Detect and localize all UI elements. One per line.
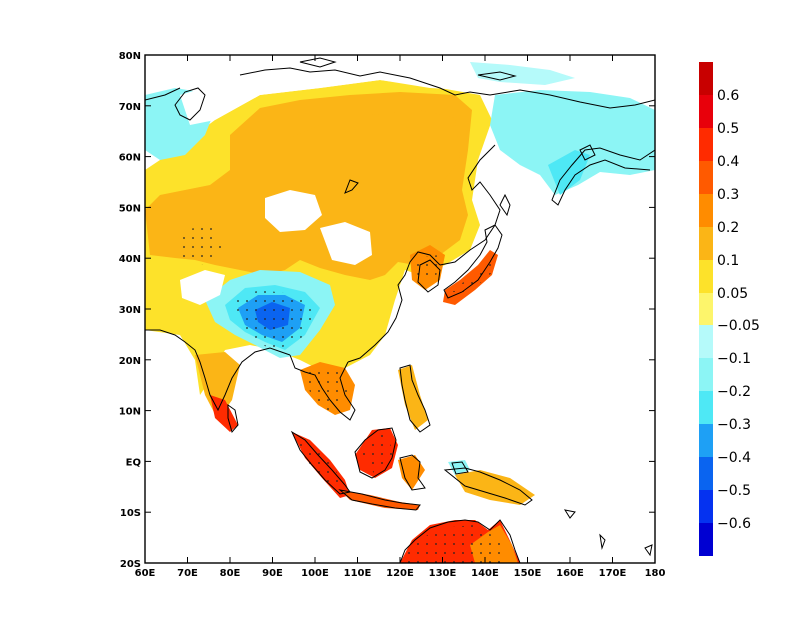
- stipple-korea: [415, 255, 440, 282]
- x-tick-label: 100E: [301, 568, 329, 579]
- colorbar-label: 0.3: [717, 187, 739, 203]
- stipple-tibet: [230, 290, 318, 350]
- x-axis: 60E 70E 80E 90E 100E 110E 120E 130E 140E 150E 160E…: [135, 55, 666, 579]
- colorbar-label: −0.4: [717, 450, 751, 466]
- x-tick-label: 110E: [344, 568, 372, 579]
- field-newguinea-orange: [455, 470, 535, 505]
- colorbar-label: −0.3: [717, 417, 751, 433]
- colorbar-label: −0.2: [717, 384, 751, 400]
- map-field: [145, 57, 655, 563]
- field-srilanka-red: [210, 395, 238, 432]
- colorbar-segment: [699, 358, 713, 391]
- colorbar-segment: [699, 260, 713, 293]
- colorbar-segment: [699, 391, 713, 424]
- field-java-red: [340, 490, 420, 510]
- field-png-cyan: [448, 460, 470, 475]
- colorbar-segment: [699, 523, 713, 556]
- stipple-maritime: [298, 440, 345, 490]
- y-tick-label: 10N: [119, 407, 141, 418]
- x-tick-label: 170E: [599, 568, 627, 579]
- y-tick-label: 80N: [119, 51, 141, 62]
- colorbar-segment: [699, 325, 713, 358]
- colorbar-label: 0.5: [717, 121, 739, 137]
- colorbar-segment: [699, 128, 713, 161]
- colorbar-segment: [699, 95, 713, 128]
- stipple-indochina: [305, 370, 350, 412]
- y-tick-label: 40N: [119, 254, 141, 265]
- y-tick-label: 60N: [119, 153, 141, 164]
- x-tick-label: 160E: [556, 568, 584, 579]
- colorbar-label: −0.05: [717, 318, 760, 334]
- y-axis: 80N 70N 60N 50N 40N 30N 20N 10N EQ 10S 20S: [119, 51, 655, 570]
- y-tick-label: 30N: [119, 305, 141, 316]
- x-tick-label: 120E: [386, 568, 414, 579]
- stipple-japan: [448, 258, 495, 292]
- y-tick-label: 20N: [119, 356, 141, 367]
- y-tick-label: 20S: [120, 559, 141, 570]
- colorbar: 0.6 0.5 0.4 0.3 0.2 0.1 0.05 −0.05 −0.1 −0.2 −0.3 −…: [699, 62, 760, 556]
- field-northchina-white: [320, 222, 372, 265]
- x-tick-label: 150E: [514, 568, 542, 579]
- colorbar-label: 0.05: [717, 286, 748, 302]
- colorbar-label: 0.2: [717, 220, 739, 236]
- x-tick-label: 140E: [471, 568, 499, 579]
- colorbar-segment: [699, 227, 713, 260]
- y-tick-label: EQ: [126, 457, 141, 468]
- colorbar-label: 0.1: [717, 253, 739, 269]
- y-tick-label: 70N: [119, 102, 141, 113]
- stipple-borneo: [360, 432, 395, 475]
- field-westasia-white: [180, 270, 225, 305]
- field-sulawesi-orange: [398, 455, 425, 490]
- colorbar-segment: [699, 62, 713, 95]
- colorbar-label: 0.4: [717, 154, 739, 170]
- x-tick-label: 60E: [135, 568, 156, 579]
- colorbar-segment: [699, 424, 713, 457]
- x-tick-label: 70E: [177, 568, 198, 579]
- colorbar-label: 0.6: [717, 88, 739, 104]
- field-india-orange: [195, 352, 240, 420]
- x-tick-label: 180: [645, 568, 666, 579]
- colorbar-segment: [699, 161, 713, 194]
- colorbar-label: −0.6: [717, 516, 751, 532]
- x-tick-label: 90E: [262, 568, 283, 579]
- colorbar-label: −0.5: [717, 483, 751, 499]
- field-siberia-orange: [285, 110, 460, 195]
- field-mongolia-white: [265, 190, 322, 232]
- colorbar-segment: [699, 293, 713, 326]
- colorbar-segment: [699, 490, 713, 523]
- field-philippines-yellow: [398, 365, 428, 430]
- stipple-westasia: [175, 225, 225, 265]
- y-tick-label: 10S: [120, 508, 141, 519]
- colorbar-segment: [699, 194, 713, 227]
- colorbar-segment: [699, 457, 713, 490]
- x-tick-label: 130E: [429, 568, 457, 579]
- colorbar-label: −0.1: [717, 351, 751, 367]
- stipple-australia: [405, 525, 505, 563]
- coastlines: [145, 57, 655, 563]
- field-arctic-white: [180, 68, 470, 125]
- x-tick-label: 80E: [220, 568, 241, 579]
- y-tick-label: 50N: [119, 203, 141, 214]
- field-siberia-east-cyan: [490, 90, 655, 195]
